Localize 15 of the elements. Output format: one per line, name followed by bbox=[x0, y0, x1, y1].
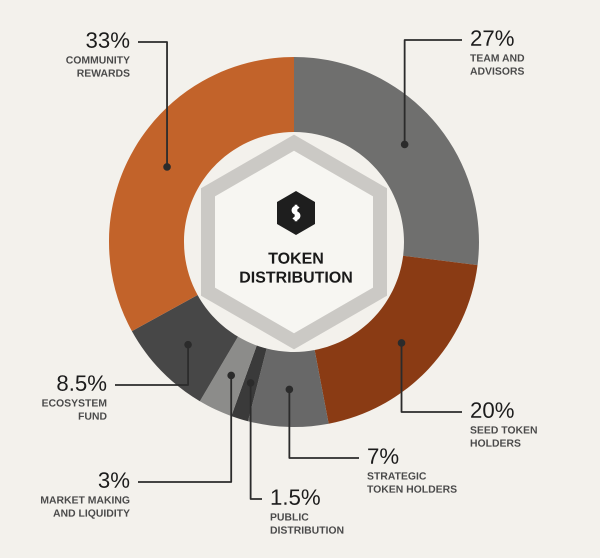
data-label: 20% bbox=[471, 402, 514, 418]
slice-label: STRATEGIC TOKEN HOLDERS bbox=[367, 472, 457, 493]
data-label: 7% bbox=[368, 448, 398, 464]
data-label: 33% bbox=[86, 32, 130, 48]
data-label: 3% bbox=[98, 472, 130, 488]
slice-label: PUBLIC DISTRIBUTION bbox=[270, 513, 344, 534]
text: TOKEN DISTRIBUTION bbox=[240, 252, 352, 283]
slice-label: COMMUNITY REWARDS bbox=[66, 56, 130, 77]
slice-label: ECOSYSTEM FUND bbox=[42, 399, 107, 420]
data-label: 8.5% bbox=[57, 375, 106, 391]
slice-label: TEAM AND ADVISORS bbox=[470, 54, 524, 75]
slice-label: MARKET MAKING AND LIQUIDITY bbox=[41, 496, 130, 519]
slice-label: SEED TOKEN HOLDERS bbox=[470, 426, 537, 447]
data-label: 27% bbox=[471, 30, 514, 46]
data-label: 1.5% bbox=[272, 489, 320, 505]
